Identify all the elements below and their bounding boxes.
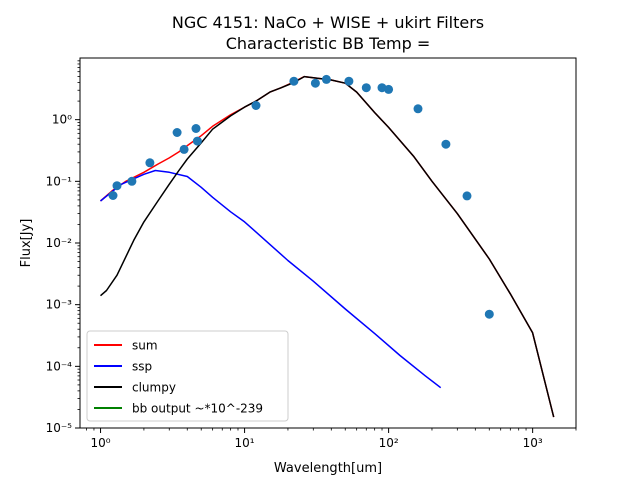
x-tick-label: 10¹ [235, 436, 255, 450]
scatter-point [127, 176, 137, 186]
scatter-point [191, 124, 201, 133]
scatter-point [310, 78, 320, 88]
series-lines [100, 75, 555, 418]
y-tick-label: 10⁰ [52, 113, 72, 127]
x-axis-label: Wavelength[um] [274, 461, 382, 476]
scatter-point [344, 76, 354, 86]
scatter-point [321, 74, 331, 84]
scatter-point [192, 136, 202, 146]
legend-label: sum [132, 339, 158, 353]
scatter-point [289, 76, 299, 86]
y-tick-label: 10⁻⁵ [46, 421, 73, 435]
legend-box [86, 330, 289, 422]
legend-label: clumpy [132, 381, 176, 395]
scatter-point [413, 104, 423, 114]
y-axis-label: Flux[Jy] [19, 219, 34, 268]
scatter-point [484, 309, 494, 319]
scatter-point [384, 84, 394, 94]
scatter-point [145, 158, 155, 168]
series-line-clumpy [100, 75, 555, 418]
x-tick-label: 10⁰ [91, 436, 111, 450]
y-tick-label: 10⁻¹ [46, 174, 73, 188]
axis-ticks: 10⁰ 10¹ 10² 10³ 10⁻⁵ 10⁻⁴ 10⁻³ 10⁻² 10⁻¹ 10⁰ [46, 60, 577, 450]
scatter-point [172, 128, 182, 137]
scatter-point [251, 101, 261, 110]
scatter-point [108, 191, 118, 200]
plot-frame [79, 57, 577, 429]
legend-label: ssp [132, 360, 152, 374]
chart-title: NGC 4151: NaCo + WISE + ukirt Filters [172, 13, 484, 32]
chart-subtitle: Characteristic BB Temp = [226, 34, 431, 53]
scatter-point [179, 144, 189, 154]
legend: sum ssp clumpy bb output ~*10^-239 [86, 330, 289, 422]
scatter-points [108, 74, 494, 319]
y-tick-label: 10⁻⁴ [46, 359, 73, 373]
y-tick-label: 10⁻³ [46, 298, 73, 312]
legend-label: bb output ~*10^-239 [132, 402, 263, 416]
scatter-point [441, 139, 451, 149]
y-tick-label: 10⁻² [46, 236, 73, 250]
x-tick-label: 10³ [523, 436, 543, 450]
scatter-point [462, 191, 472, 201]
x-tick-label: 10² [379, 436, 399, 450]
scatter-point [361, 83, 371, 93]
series-line-ssp [100, 169, 442, 389]
scatter-point [112, 181, 122, 191]
